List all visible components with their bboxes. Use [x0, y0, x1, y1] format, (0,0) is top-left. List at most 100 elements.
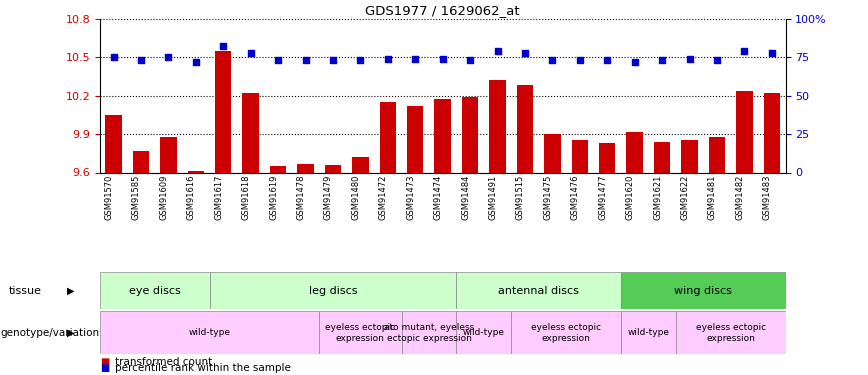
Text: GSM91491: GSM91491: [489, 174, 497, 219]
Text: GSM91619: GSM91619: [269, 174, 278, 220]
Bar: [457, 311, 511, 354]
Text: wild-type: wild-type: [463, 328, 505, 338]
Bar: [352, 157, 369, 172]
Point: [464, 57, 477, 63]
Text: GSM91609: GSM91609: [160, 174, 168, 220]
Text: ■: ■: [100, 363, 109, 373]
Text: tissue: tissue: [9, 286, 42, 296]
Bar: [379, 102, 396, 172]
Bar: [490, 80, 506, 172]
Text: GSM91474: GSM91474: [434, 174, 443, 220]
Text: percentile rank within the sample: percentile rank within the sample: [115, 363, 292, 373]
Text: ▶: ▶: [68, 286, 75, 296]
Point: [216, 44, 230, 50]
Text: GSM91477: GSM91477: [598, 174, 608, 220]
Bar: [325, 165, 341, 172]
Bar: [654, 142, 670, 172]
Text: GSM91620: GSM91620: [626, 174, 635, 220]
Text: GSM91622: GSM91622: [681, 174, 689, 220]
Bar: [627, 132, 643, 172]
Text: genotype/variation: genotype/variation: [1, 328, 100, 338]
Text: GSM91585: GSM91585: [132, 174, 141, 220]
Point: [381, 56, 395, 62]
Bar: [161, 136, 176, 172]
Point: [161, 54, 175, 60]
Point: [353, 57, 367, 63]
Text: GSM91617: GSM91617: [214, 174, 223, 220]
Text: antennal discs: antennal discs: [498, 286, 579, 296]
Text: GSM91482: GSM91482: [735, 174, 745, 220]
Text: GSM91481: GSM91481: [708, 174, 717, 220]
Text: GSM91616: GSM91616: [187, 174, 196, 220]
Text: GSM91621: GSM91621: [653, 174, 662, 220]
Text: ▶: ▶: [68, 328, 75, 338]
Text: GSM91484: GSM91484: [461, 174, 470, 220]
Bar: [681, 141, 698, 172]
Bar: [105, 115, 122, 172]
Point: [765, 50, 779, 55]
Text: GSM91473: GSM91473: [406, 174, 415, 220]
Bar: [736, 90, 753, 172]
Text: eyeless ectopic
expression: eyeless ectopic expression: [326, 323, 396, 342]
Bar: [621, 311, 676, 354]
Bar: [242, 93, 259, 172]
Point: [107, 54, 121, 60]
Bar: [511, 311, 621, 354]
Text: GSM91480: GSM91480: [352, 174, 360, 220]
Text: GSM91472: GSM91472: [378, 174, 388, 220]
Point: [271, 57, 285, 63]
Bar: [676, 311, 786, 354]
Text: GSM91570: GSM91570: [104, 174, 114, 220]
Bar: [599, 143, 615, 172]
Point: [710, 57, 724, 63]
Bar: [133, 151, 149, 172]
Text: GSM91478: GSM91478: [297, 174, 306, 220]
Bar: [435, 99, 450, 172]
Bar: [402, 311, 457, 354]
Bar: [100, 272, 209, 309]
Bar: [516, 86, 533, 172]
Point: [436, 56, 450, 62]
Bar: [457, 272, 621, 309]
Text: GSM91475: GSM91475: [543, 174, 552, 220]
Bar: [298, 164, 313, 172]
Text: GSM91515: GSM91515: [516, 174, 525, 219]
Bar: [572, 141, 588, 172]
Text: leg discs: leg discs: [309, 286, 358, 296]
Point: [682, 56, 696, 62]
Bar: [270, 166, 286, 172]
Bar: [100, 311, 319, 354]
Text: GSM91476: GSM91476: [571, 174, 580, 220]
Text: eyeless ectopic
expression: eyeless ectopic expression: [695, 323, 766, 342]
Point: [189, 59, 203, 65]
Bar: [764, 93, 780, 172]
Text: transformed count: transformed count: [115, 357, 213, 367]
Point: [299, 57, 312, 63]
Text: GSM91479: GSM91479: [324, 174, 333, 220]
Bar: [709, 136, 725, 172]
Bar: [407, 106, 424, 172]
Point: [545, 57, 559, 63]
Text: wing discs: wing discs: [674, 286, 733, 296]
Point: [244, 50, 258, 55]
Bar: [621, 272, 786, 309]
Point: [573, 57, 587, 63]
Text: wild-type: wild-type: [628, 328, 669, 338]
Point: [408, 56, 422, 62]
Point: [518, 50, 532, 55]
Point: [738, 48, 752, 54]
Text: ato mutant, eyeless
ectopic expression: ato mutant, eyeless ectopic expression: [384, 323, 474, 342]
Bar: [544, 134, 561, 172]
Text: GSM91483: GSM91483: [763, 174, 772, 220]
Bar: [209, 272, 457, 309]
Point: [628, 59, 641, 65]
Text: GSM91618: GSM91618: [241, 174, 251, 220]
Text: eye discs: eye discs: [128, 286, 181, 296]
Bar: [462, 97, 478, 172]
Point: [326, 57, 340, 63]
Bar: [319, 311, 402, 354]
Text: GDS1977 / 1629062_at: GDS1977 / 1629062_at: [365, 4, 520, 17]
Text: eyeless ectopic
expression: eyeless ectopic expression: [531, 323, 602, 342]
Point: [601, 57, 615, 63]
Point: [134, 57, 148, 63]
